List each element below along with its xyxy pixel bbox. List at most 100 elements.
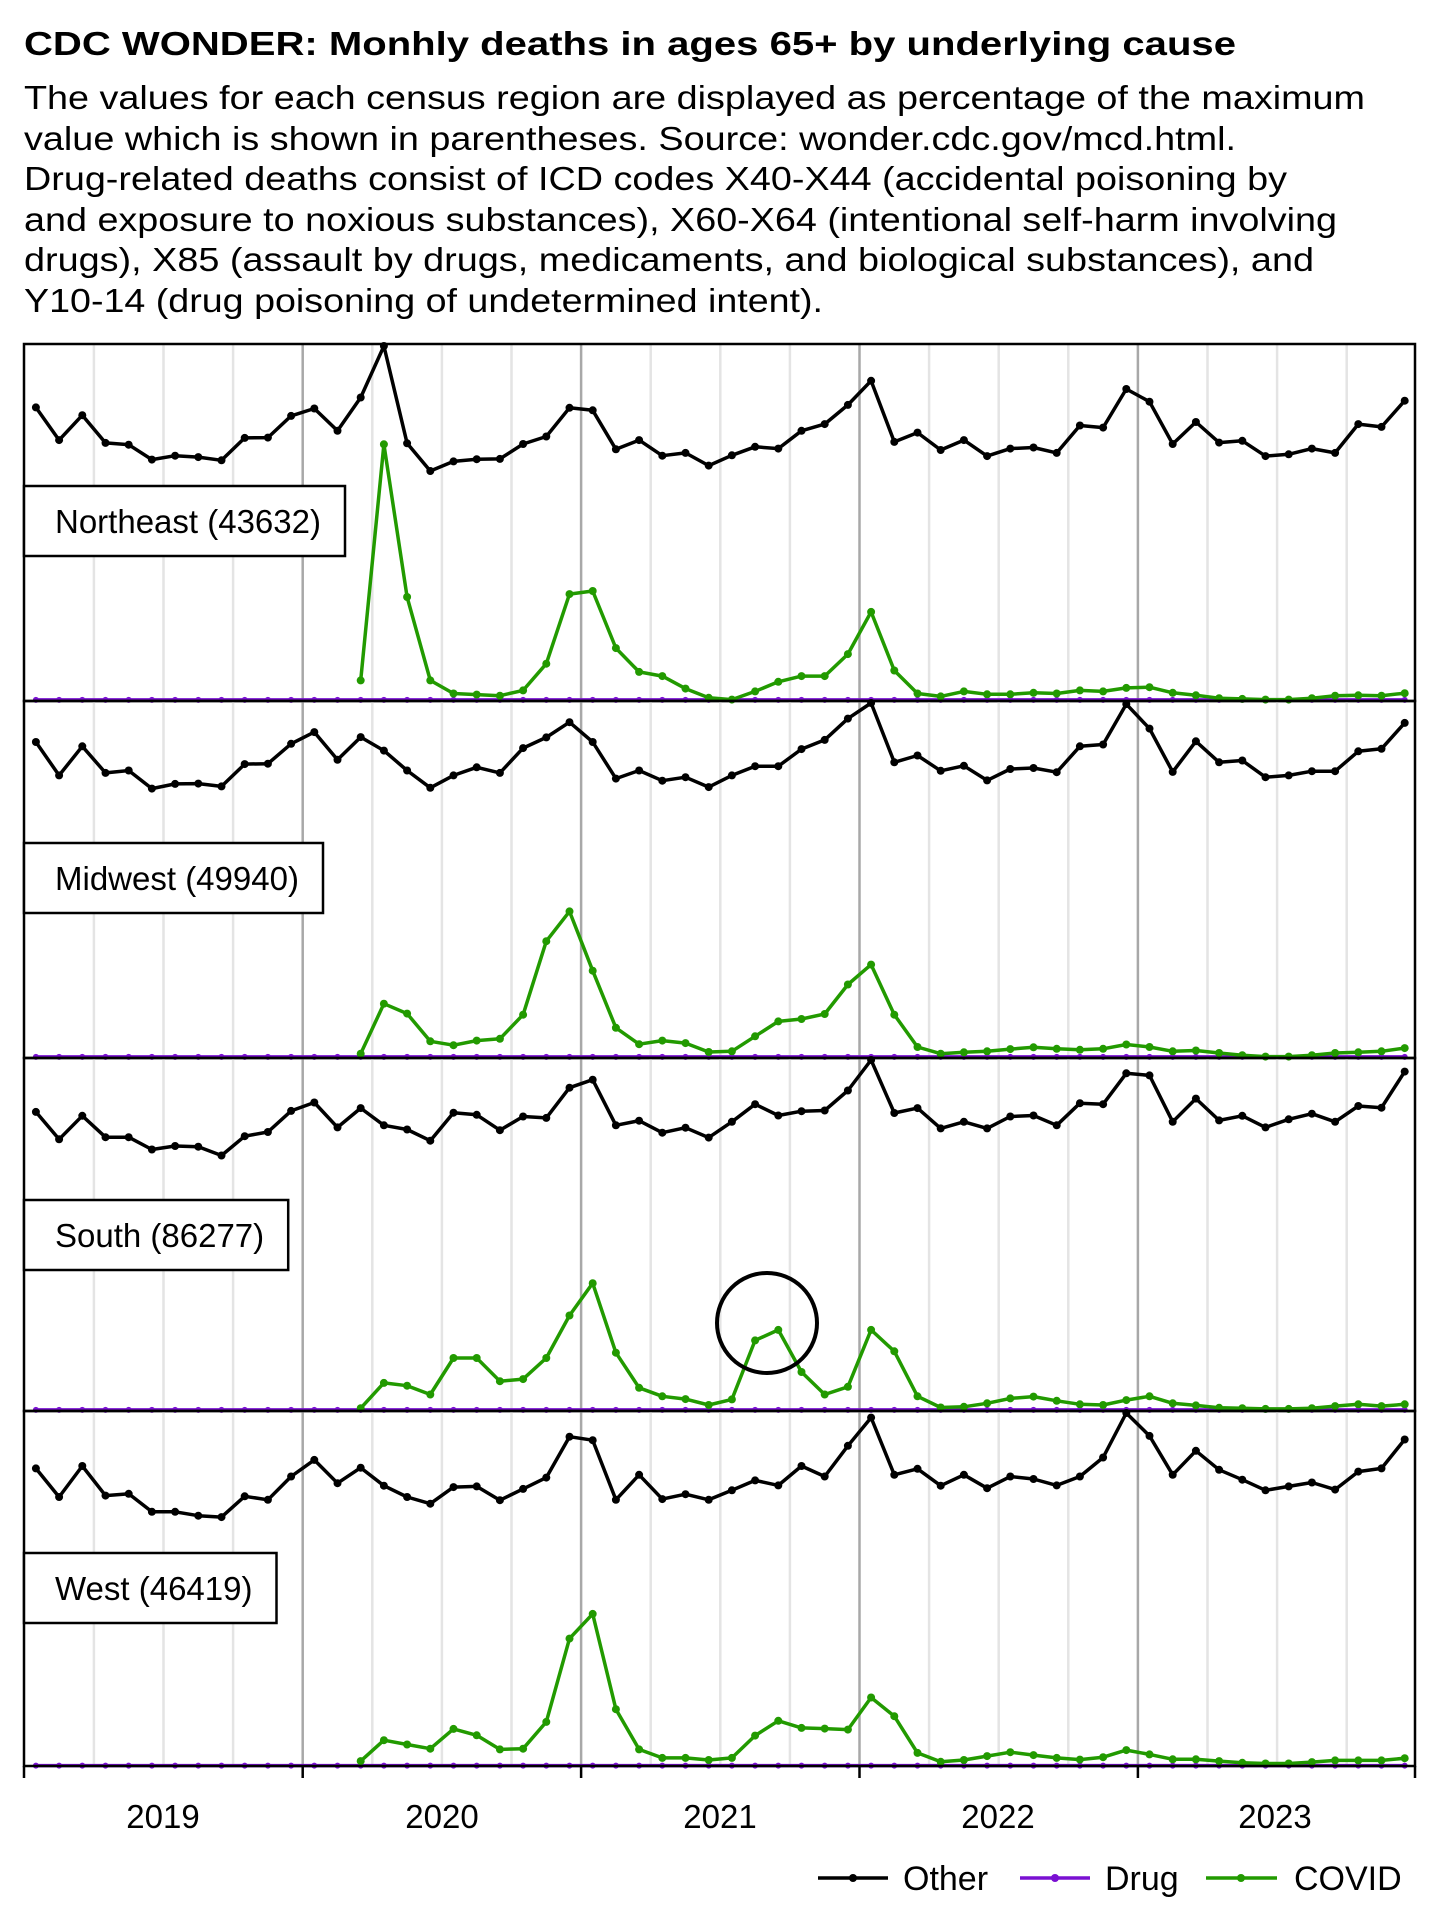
- data-point-other: [31, 1464, 40, 1473]
- data-point-other: [449, 457, 458, 466]
- data-point-covid: [1307, 1758, 1316, 1767]
- data-point-other: [287, 1106, 296, 1115]
- data-point-covid: [1168, 1047, 1177, 1056]
- data-point-covid: [913, 689, 922, 698]
- legend-label-covid: COVID: [1294, 1860, 1402, 1898]
- data-point-other: [867, 1413, 876, 1422]
- data-point-other: [495, 454, 504, 463]
- data-point-other: [426, 783, 435, 792]
- data-point-other: [983, 1124, 992, 1133]
- data-point-other: [379, 1481, 388, 1490]
- data-point-other: [217, 456, 226, 465]
- data-point-other: [426, 1499, 435, 1508]
- data-point-other: [1006, 444, 1015, 453]
- data-point-covid: [658, 672, 667, 681]
- data-point-covid: [495, 691, 504, 700]
- data-point-other: [1400, 396, 1409, 405]
- data-point-other: [1006, 1472, 1015, 1481]
- data-point-other: [681, 448, 690, 457]
- data-point-other: [727, 771, 736, 780]
- data-point-other: [959, 1117, 968, 1126]
- data-point-other: [681, 773, 690, 782]
- data-point-other: [658, 776, 667, 785]
- data-point-other: [588, 1075, 597, 1084]
- data-point-other: [356, 393, 365, 402]
- data-point-other: [913, 751, 922, 760]
- data-point-covid: [1075, 1045, 1084, 1054]
- data-point-other: [495, 768, 504, 777]
- data-point-covid: [727, 695, 736, 704]
- data-point-other: [101, 1133, 110, 1142]
- data-point-other: [1191, 418, 1200, 426]
- subtitle-line: and exposure to noxious substances), X60…: [24, 201, 1337, 238]
- data-point-other: [843, 1441, 852, 1450]
- data-point-covid: [1331, 691, 1340, 700]
- data-point-other: [635, 1116, 644, 1125]
- region-label-box: [22, 1551, 278, 1625]
- data-point-covid: [1284, 695, 1293, 704]
- data-point-other: [171, 1507, 180, 1516]
- data-point-covid: [1052, 689, 1061, 698]
- data-point-covid: [1099, 687, 1108, 696]
- region-label-text: West (46419): [55, 1570, 252, 1607]
- data-point-covid: [356, 676, 365, 685]
- data-point-covid: [495, 1745, 504, 1754]
- data-point-other: [519, 440, 528, 448]
- data-point-other: [379, 746, 388, 755]
- data-point-other: [565, 718, 574, 727]
- data-point-other: [1354, 747, 1363, 756]
- data-point-other: [426, 1136, 435, 1145]
- data-point-covid: [1099, 1044, 1108, 1053]
- data-point-covid: [426, 1744, 435, 1753]
- data-point-other: [1052, 448, 1061, 457]
- data-point-covid: [1029, 1751, 1038, 1760]
- data-point-other: [843, 400, 852, 409]
- data-point-covid: [1052, 1753, 1061, 1762]
- data-point-covid: [542, 1354, 551, 1362]
- data-point-other: [1377, 1464, 1386, 1473]
- data-point-other: [1168, 440, 1177, 448]
- data-point-other: [171, 779, 180, 788]
- data-point-covid: [983, 690, 992, 699]
- data-point-covid: [959, 1756, 968, 1764]
- data-point-covid: [983, 1752, 992, 1761]
- data-point-covid: [1331, 1756, 1340, 1765]
- data-point-covid: [797, 1368, 806, 1376]
- data-point-covid: [751, 1731, 760, 1740]
- data-point-covid: [1284, 1052, 1293, 1061]
- data-point-other: [217, 1151, 226, 1160]
- data-point-covid: [820, 1724, 829, 1733]
- data-point-covid: [681, 1753, 690, 1762]
- data-point-other: [1307, 1109, 1316, 1118]
- data-point-covid: [1075, 1755, 1084, 1764]
- data-point-covid: [1168, 1755, 1177, 1764]
- data-point-other: [936, 766, 945, 775]
- data-point-other: [333, 1123, 342, 1132]
- data-point-other: [936, 446, 945, 454]
- data-point-covid: [797, 1015, 806, 1023]
- data-point-covid: [495, 1377, 504, 1386]
- data-point-covid: [449, 1724, 458, 1733]
- data-point-covid: [611, 1023, 620, 1032]
- data-point-covid: [1354, 1048, 1363, 1057]
- data-point-other: [820, 1106, 829, 1115]
- data-point-covid: [820, 1010, 829, 1018]
- subtitle-line: Y10-14 (drug poisoning of undetermined i…: [24, 282, 823, 319]
- data-point-other: [1075, 1472, 1084, 1481]
- data-point-other: [820, 1472, 829, 1481]
- data-point-other: [751, 1100, 760, 1109]
- data-point-other: [1307, 444, 1316, 453]
- data-point-other: [704, 783, 713, 792]
- data-point-covid: [1400, 1400, 1409, 1409]
- data-point-covid: [681, 1039, 690, 1048]
- region-label-box: [22, 1198, 290, 1272]
- data-point-covid: [1191, 691, 1200, 700]
- data-point-covid: [588, 1279, 597, 1288]
- data-point-other: [1261, 1123, 1270, 1132]
- data-point-other: [843, 1086, 852, 1095]
- data-point-covid: [1331, 1049, 1340, 1057]
- data-point-covid: [959, 687, 968, 696]
- data-point-other: [78, 742, 87, 751]
- data-point-other: [1191, 737, 1200, 746]
- data-point-covid: [379, 999, 388, 1008]
